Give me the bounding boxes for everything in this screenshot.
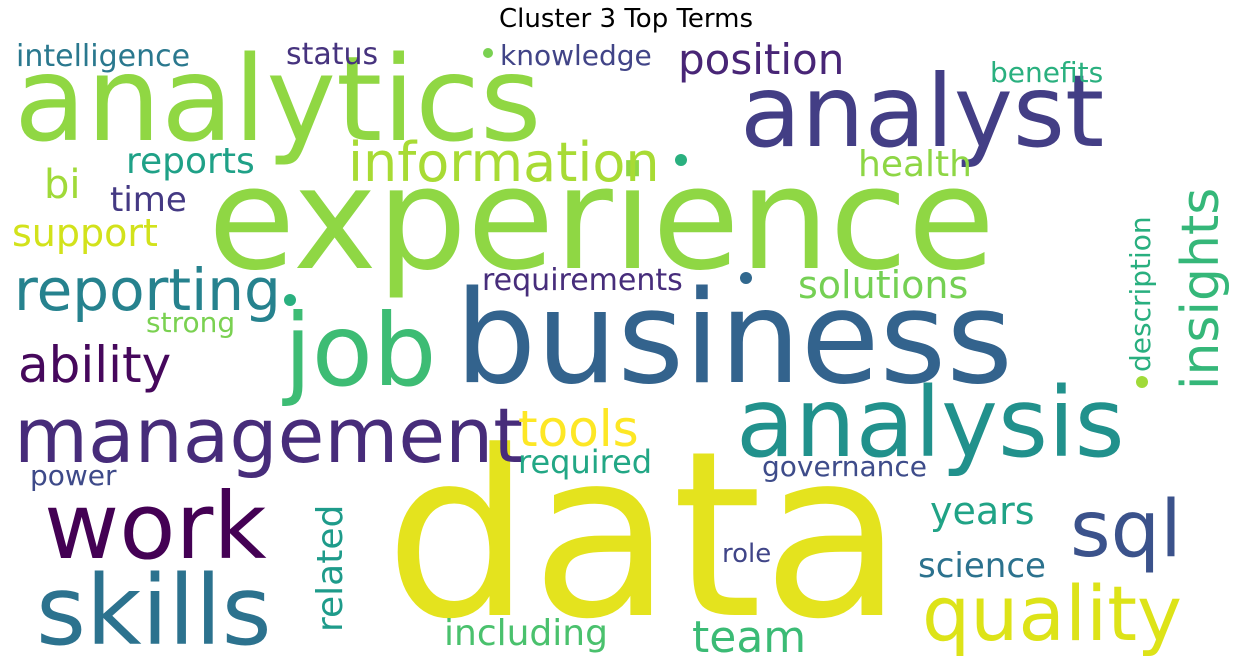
word-business: business xyxy=(455,264,1013,413)
word-support: support xyxy=(12,211,158,255)
word-benefits: benefits xyxy=(990,56,1103,89)
word-solutions: solutions xyxy=(798,263,968,307)
word-ability: ability xyxy=(18,336,171,394)
word-position: position xyxy=(678,35,844,84)
word-management: management xyxy=(14,391,523,480)
word-science: science xyxy=(918,546,1046,586)
word-data: data xyxy=(385,403,903,666)
decorative-dot xyxy=(740,272,752,284)
word-quality: quality xyxy=(922,569,1182,658)
chart-title: Cluster 3 Top Terms xyxy=(498,4,754,34)
word-intelligence: intelligence xyxy=(16,39,190,74)
word-team: team xyxy=(692,612,806,663)
word-insights: insights xyxy=(1171,188,1231,390)
decorative-dot xyxy=(483,48,493,58)
word-sql: sql xyxy=(1070,485,1182,575)
word-description: description xyxy=(1124,216,1157,372)
word-knowledge: knowledge xyxy=(500,39,652,72)
word-health: health xyxy=(858,144,972,185)
decorative-dot xyxy=(1136,376,1148,388)
word-analytics: analytics xyxy=(14,30,541,168)
word-work: work xyxy=(44,473,267,580)
word-strong: strong xyxy=(146,306,235,339)
word-tools: tools xyxy=(518,400,639,458)
word-status: status xyxy=(286,37,378,72)
word-analysis: analysis xyxy=(736,367,1125,479)
word-experience: experience xyxy=(208,137,995,302)
word-requirements: requirements xyxy=(482,263,683,298)
word-required: required xyxy=(518,443,652,481)
word-information: information xyxy=(348,131,660,194)
word-including: including xyxy=(444,613,608,654)
decorative-dot xyxy=(675,154,687,166)
word-power: power xyxy=(30,459,117,492)
word-bi: bi xyxy=(44,162,81,208)
word-time: time xyxy=(110,180,187,220)
word-skills: skills xyxy=(36,555,272,666)
word-role: role xyxy=(722,539,771,569)
word-governance: governance xyxy=(762,450,927,483)
word-analyst: analyst xyxy=(740,53,1104,170)
word-years: years xyxy=(930,489,1035,533)
word-reporting: reporting xyxy=(14,256,281,324)
word-related: related xyxy=(310,505,351,632)
word-job: job xyxy=(282,292,436,409)
decorative-dot xyxy=(284,294,296,306)
word-reports: reports xyxy=(126,141,255,182)
